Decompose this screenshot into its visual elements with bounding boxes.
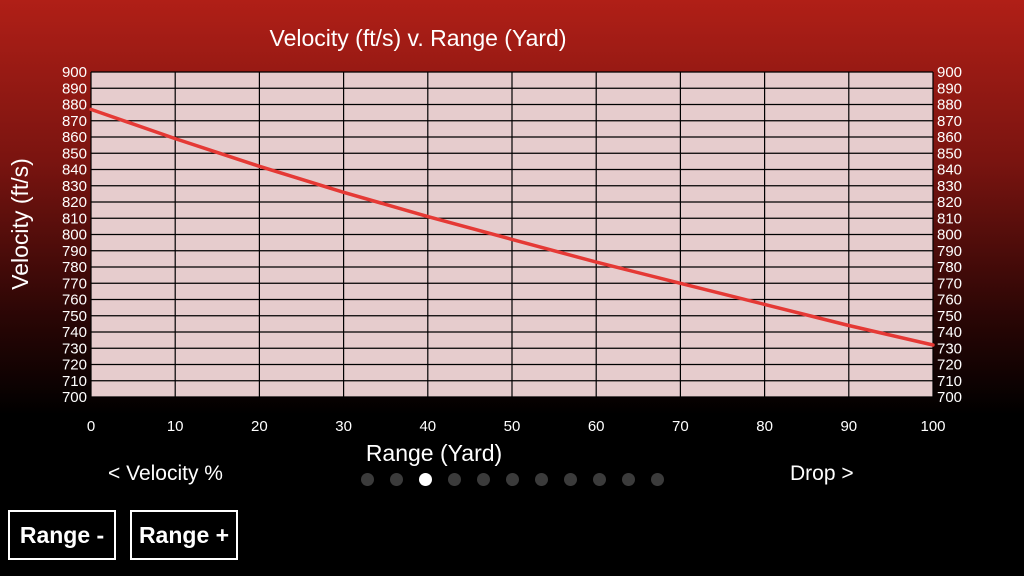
y-tick-label-right: 800 xyxy=(937,227,962,244)
y-tick-label-left: 730 xyxy=(62,340,87,357)
y-tick-label-left: 880 xyxy=(62,97,87,114)
y-tick-label-right: 850 xyxy=(937,145,962,162)
grid-lines xyxy=(90,71,934,398)
x-tick-label: 60 xyxy=(588,418,605,435)
y-tick-label-left: 870 xyxy=(62,113,87,130)
x-axis-ticks: 0 10 20 30 40 50 60 70 80 90 100 xyxy=(87,418,946,435)
y-tick-label-right: 770 xyxy=(937,275,962,292)
page-dot-active[interactable] xyxy=(419,472,432,486)
y-tick-label-left: 740 xyxy=(62,324,87,341)
x-tick-label: 80 xyxy=(756,418,773,435)
chart-title: Velocity (ft/s) v. Range (Yard) xyxy=(270,25,567,51)
y-tick-label-right: 810 xyxy=(937,210,962,227)
y-tick-label-right: 780 xyxy=(937,259,962,276)
y-tick-label-right: 790 xyxy=(937,243,962,260)
page-dot[interactable] xyxy=(593,472,606,486)
y-tick-label-right: 730 xyxy=(937,340,962,357)
y-tick-label-left: 780 xyxy=(62,259,87,276)
y-tick-label-left: 890 xyxy=(62,80,87,97)
x-tick-label: 90 xyxy=(840,418,857,435)
range-plus-button[interactable]: Range + xyxy=(130,510,238,560)
y-tick-label-left: 860 xyxy=(62,129,87,146)
y-tick-label-left: 820 xyxy=(62,194,87,211)
y-axis-label: Velocity (ft/s) xyxy=(7,158,33,290)
y-tick-label-right: 750 xyxy=(937,308,962,325)
x-tick-label: 10 xyxy=(167,418,184,435)
page-dot[interactable] xyxy=(448,472,461,486)
y-tick-label-right: 880 xyxy=(937,97,962,114)
page-dot[interactable] xyxy=(651,472,664,486)
x-tick-label: 40 xyxy=(419,418,436,435)
prev-page-velocity-percent-link[interactable]: < Velocity % xyxy=(108,462,223,485)
next-page-drop-link[interactable]: Drop > xyxy=(790,462,854,485)
page-dot[interactable] xyxy=(361,472,374,486)
y-tick-label-right: 840 xyxy=(937,162,962,179)
range-minus-button[interactable]: Range - xyxy=(8,510,116,560)
velocity-series-line xyxy=(89,107,935,347)
page-dot[interactable] xyxy=(564,472,577,486)
y-axis-left-ticks: 7007107207307407507607707807908008108208… xyxy=(62,64,87,406)
y-tick-label-right: 700 xyxy=(937,389,962,406)
y-tick-label-left: 900 xyxy=(62,64,87,81)
x-tick-label: 70 xyxy=(672,418,689,435)
y-tick-label-left: 840 xyxy=(62,162,87,179)
y-tick-label-left: 710 xyxy=(62,373,87,390)
x-tick-label: 20 xyxy=(251,418,268,435)
y-tick-label-right: 830 xyxy=(937,178,962,195)
x-axis-label: Range (Yard) xyxy=(366,440,502,466)
x-tick-label: 100 xyxy=(920,418,945,435)
page-dot[interactable] xyxy=(535,472,548,486)
y-tick-label-left: 770 xyxy=(62,275,87,292)
y-tick-label-right: 740 xyxy=(937,324,962,341)
page-dot[interactable] xyxy=(390,472,403,486)
y-tick-label-right: 710 xyxy=(937,373,962,390)
y-tick-label-left: 750 xyxy=(62,308,87,325)
y-tick-label-right: 900 xyxy=(937,64,962,81)
page-dot[interactable] xyxy=(477,472,490,486)
y-tick-label-left: 830 xyxy=(62,178,87,195)
y-tick-label-left: 850 xyxy=(62,145,87,162)
x-tick-label: 0 xyxy=(87,418,95,435)
y-tick-label-right: 890 xyxy=(937,80,962,97)
y-tick-label-right: 870 xyxy=(937,113,962,130)
y-axis-right-ticks: 7007107207307407507607707807908008108208… xyxy=(937,64,962,406)
y-tick-label-right: 720 xyxy=(937,357,962,374)
velocity-range-chart: Velocity (ft/s) v. Range (Yard) 70071072… xyxy=(7,25,962,466)
page-dot[interactable] xyxy=(622,472,635,486)
y-tick-label-right: 760 xyxy=(937,292,962,309)
y-tick-label-left: 800 xyxy=(62,227,87,244)
y-tick-label-left: 760 xyxy=(62,292,87,309)
y-tick-label-right: 820 xyxy=(937,194,962,211)
y-tick-label-left: 810 xyxy=(62,210,87,227)
y-tick-label-right: 860 xyxy=(937,129,962,146)
y-tick-label-left: 790 xyxy=(62,243,87,260)
x-tick-label: 50 xyxy=(504,418,521,435)
x-tick-label: 30 xyxy=(335,418,352,435)
page-dot[interactable] xyxy=(506,472,519,486)
y-tick-label-left: 720 xyxy=(62,357,87,374)
y-tick-label-left: 700 xyxy=(62,389,87,406)
page-indicator[interactable] xyxy=(361,472,664,486)
